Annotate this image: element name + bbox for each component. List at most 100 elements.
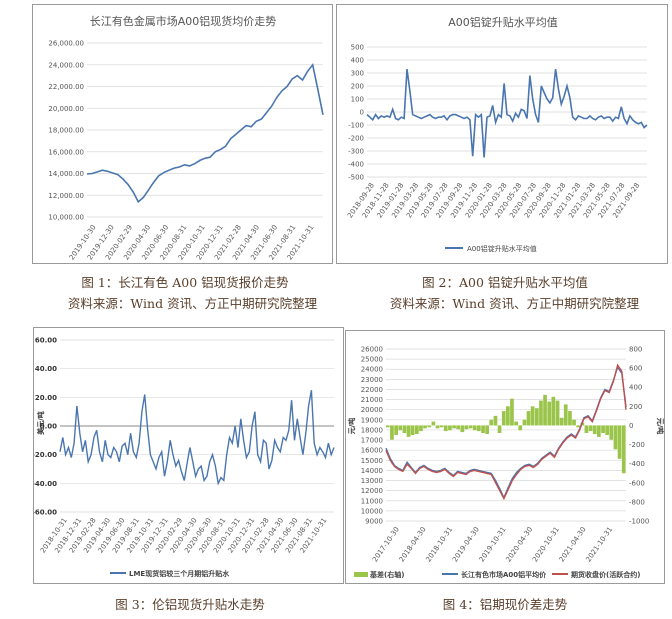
c4-y-right-tick-label: 600	[629, 365, 642, 373]
chart4-basis-bar	[439, 425, 444, 428]
chart1-series-line	[86, 62, 324, 204]
c4-y-tick-label: 16000	[361, 447, 383, 455]
c1-y-tick-label: 24,000.00	[48, 61, 84, 69]
chart4-basis-bar	[423, 425, 427, 429]
c2-y-tick-label: -400	[348, 161, 364, 169]
chart2-y-ticks: 500 400 300 200 100 0 -100 -200 -300 -400 -500	[348, 44, 364, 182]
chart4-basis-bar	[415, 425, 419, 434]
chart-a00-premium-average: A00铝锭升贴水平均值 500 400 300 200 100 0 -100 -200 -300…	[336, 4, 668, 264]
c4-y-right-tick-label: -1000	[629, 518, 649, 526]
chart4-basis-bar	[592, 425, 597, 434]
c4-y-right-tick-label: 800	[629, 346, 642, 354]
chart4-basis-bar	[394, 425, 398, 435]
c4-x-tick-label: 2017-10-30	[371, 526, 401, 564]
chart2-series-line	[366, 68, 648, 158]
chart2-x-ticks: 2018-09-282018-11-282019-01-282019-03-28…	[346, 182, 641, 220]
c4-y-tick-label: 14000	[361, 467, 383, 475]
chart3-x-ticks: 2018-10-312018-12-312019-02-282019-04-30…	[39, 517, 328, 555]
c4-y-tick-label: 23000	[361, 376, 383, 384]
chart4-basis-bar	[576, 425, 580, 428]
c3-y-tick-label: 60.00	[35, 337, 57, 345]
chart4-futures-line	[385, 363, 627, 501]
chart4-y-label-right: 元/吨	[656, 418, 665, 435]
c4-x-tick-label: 2019-04-30	[451, 526, 481, 564]
c1-y-tick-label: 16,000.00	[48, 148, 84, 156]
chart4-basis-bar	[621, 425, 626, 474]
chart2-title: A00铝锭升贴水平均值	[448, 15, 558, 29]
chart4-basis-bar	[464, 425, 469, 430]
c4-y-tick-label: 25000	[361, 356, 383, 364]
chart4-basis-bar	[584, 425, 589, 433]
c2-y-tick-label: 400	[351, 57, 364, 65]
chart4-basis-bar	[543, 394, 547, 426]
caption-fig1: 图 1：长江有色 A00 铝现货报价走势	[81, 275, 289, 290]
chart1-y-ticks: 26,000.00 24,000.00 22,000.00 20,000.00 18,0…	[48, 40, 84, 222]
chart4-basis-bar	[477, 425, 481, 432]
chart1-gridlines	[87, 42, 323, 218]
c3-y-tick-label: -20.00	[34, 451, 57, 459]
c3-y-tick-label: -40.00	[34, 480, 57, 488]
c2-y-tick-label: 500	[351, 44, 364, 52]
chart4-basis-bar	[386, 425, 390, 428]
chart4-basis-bar	[551, 396, 556, 426]
c3-y-tick-label: 40.00	[35, 365, 57, 373]
c4-y-right-tick-label: -800	[629, 498, 645, 506]
chart4-gridlines	[386, 348, 626, 522]
chart4-legend-swatch-basis	[354, 572, 368, 577]
chart3-y-label: 美元/吨	[36, 411, 45, 435]
chart4-svg: 元/吨 元/吨 26000 25000 24000 23000 22000 21000 20…	[347, 346, 665, 580]
chart4-basis-bar	[522, 419, 527, 426]
c2-y-tick-label: -300	[348, 148, 364, 156]
c4-x-tick-label: 2021-10-31	[584, 526, 614, 564]
chart2-legend-label: A00铝锭升贴水平均值	[467, 244, 537, 253]
chart4-basis-bar	[435, 425, 440, 429]
c2-y-tick-label: -200	[348, 135, 364, 143]
chart4-basis-bar	[530, 406, 535, 426]
c4-x-tick-label: 2020-04-30	[504, 526, 534, 564]
chart4-basis-bar	[406, 425, 411, 437]
c4-y-tick-label: 17000	[361, 437, 383, 445]
c4-y-tick-label: 21000	[361, 396, 383, 404]
c4-x-tick-label: 2019-10-31	[478, 526, 508, 564]
chart4-basis-bar	[609, 425, 614, 440]
chart4-basis-bar	[601, 425, 605, 433]
c3-y-tick-label: 20.00	[35, 394, 57, 402]
c4-y-right-tick-label: 400	[629, 384, 642, 392]
chart1-x-ticks: 2019-10-302019-12-302020-02-292020-04-30…	[68, 224, 316, 262]
c2-y-tick-label: 0	[360, 109, 364, 117]
c4-y-right-tick-label: 0	[629, 422, 633, 430]
chart4-y-ticks-left: 26000 25000 24000 23000 22000 21000 20000 19000…	[361, 346, 383, 526]
chart4-basis-bar	[613, 425, 618, 450]
c4-y-tick-label: 22000	[361, 386, 383, 394]
caption-fig3: 图 3：伦铝现货升贴水走势	[115, 597, 265, 612]
caption-fig1-source: 资料来源：Wind 资讯、方正中期研究院整理	[67, 296, 318, 311]
chart4-spot-line	[385, 365, 627, 500]
chart4-y-ticks-right: 800 600 400 200 0 -200 -400 -600 -800 -1000	[629, 346, 649, 526]
chart4-x-ticks: 2017-10-302018-04-302018-10-312019-04-30…	[371, 526, 614, 564]
c4-y-tick-label: 13000	[361, 477, 383, 485]
c4-y-tick-label: 9000	[365, 518, 383, 526]
chart4-basis-bar	[489, 419, 494, 426]
c4-y-tick-label: 24000	[361, 366, 383, 374]
c4-y-tick-label: 15000	[361, 457, 383, 465]
chart3-svg: 美元/吨 60.00 40.00 20.00 0.00 -20.00 -40.00 -60.…	[34, 337, 335, 578]
c3-y-tick-label: 0.00	[40, 423, 57, 431]
chart4-legend-label-basis: 基差(右轴)	[369, 570, 404, 579]
chart3-legend-label: LME现货铝较三个月期铝升贴水	[129, 569, 230, 578]
chart1-svg: 长江有色金属市场A00铝现货均价走势 26,000.00 24,000.00 22,…	[48, 14, 324, 262]
c1-y-tick-label: 26,000.00	[48, 40, 84, 48]
chart4-basis-bar	[460, 425, 465, 433]
chart4-basis-bar	[535, 408, 539, 426]
c1-y-tick-label: 18,000.00	[48, 127, 84, 135]
chart4-basis-bar	[468, 425, 473, 429]
caption-fig2-source: 资料来源：Wind 资讯、方正中期研究院整理	[389, 296, 640, 311]
chart4-basis-bar	[452, 425, 456, 429]
chart4-basis-bar	[443, 425, 448, 432]
chart4-basis-bar	[559, 417, 564, 426]
chart4-basis-bar	[472, 425, 477, 431]
c4-y-tick-label: 11000	[361, 497, 383, 505]
chart4-basis-bar	[427, 425, 432, 428]
chart-aluminum-spot-price: 长江有色金属市场A00铝现货均价走势 26,000.00 24,000.00 22,…	[32, 4, 333, 264]
chart4-legend-label-futures: 期货收盘价(活跃合约)	[571, 570, 640, 579]
c2-y-tick-label: -100	[348, 122, 364, 130]
